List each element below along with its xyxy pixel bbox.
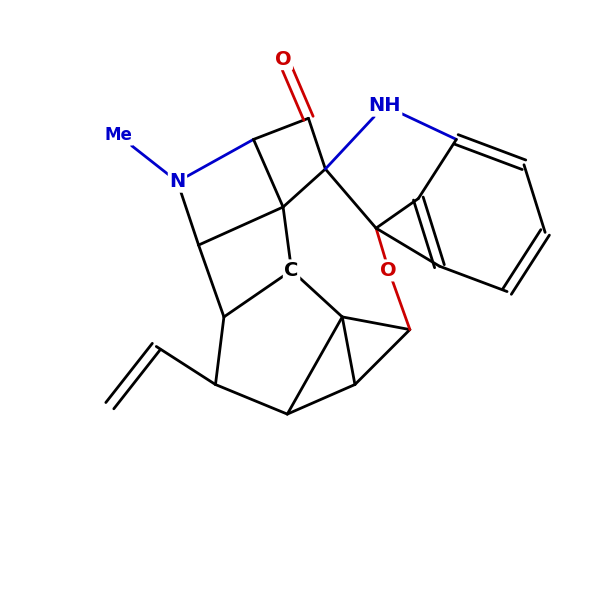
Text: Me: Me	[104, 126, 132, 144]
Text: O: O	[275, 50, 292, 68]
Text: O: O	[380, 261, 397, 280]
Text: C: C	[284, 261, 299, 280]
Text: N: N	[169, 172, 185, 191]
Text: NH: NH	[368, 96, 401, 115]
